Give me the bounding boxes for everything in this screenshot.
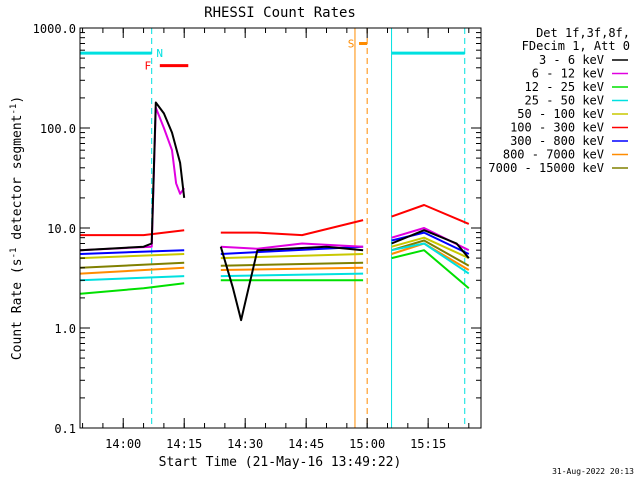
x-axis-label: Start Time (21-May-16 13:49:22) xyxy=(159,455,402,470)
chart-title: RHESSI Count Rates xyxy=(204,5,356,21)
legend-label: 300 - 800 keV xyxy=(510,134,604,148)
series-line xyxy=(391,236,470,260)
series-line xyxy=(391,204,470,225)
x-tick-label: 15:00 xyxy=(349,437,385,451)
flag-label: S xyxy=(348,37,355,50)
legend-label: 7000 - 15000 keV xyxy=(488,161,604,175)
series-line xyxy=(391,242,470,275)
y-axis: 0.1 1.0 10.0 100.0 1000.0 xyxy=(33,22,481,436)
marker-flags: NF S xyxy=(144,37,354,72)
series-line xyxy=(219,245,364,322)
series-line xyxy=(80,249,185,255)
series-line xyxy=(80,275,185,282)
y-tick-label: 1.0 xyxy=(54,322,76,336)
y-label-main: Count Rate (s xyxy=(10,258,25,360)
series-group xyxy=(80,101,470,322)
series-line xyxy=(80,261,185,269)
legend: Det 1f,3f,8f, FDecim 1, Att 0 3 - 6 keV6… xyxy=(488,26,630,175)
y-tick-label: 10.0 xyxy=(47,222,76,236)
series-line xyxy=(80,229,185,237)
x-tick-label: 14:00 xyxy=(105,437,141,451)
marker-bars xyxy=(80,41,465,68)
series-line xyxy=(391,231,470,255)
series-line xyxy=(220,219,364,237)
series-line xyxy=(220,272,364,278)
x-tick-label: 14:45 xyxy=(288,437,324,451)
y-label-end: ) xyxy=(10,96,25,104)
legend-label: 25 - 50 keV xyxy=(525,94,604,108)
footer-date: 31-Aug-2022 20:13 xyxy=(552,467,634,476)
x-tick-label: 14:15 xyxy=(166,437,202,451)
y-tick-label: 100.0 xyxy=(40,122,76,136)
x-tick-label: 14:30 xyxy=(227,437,263,451)
series-line xyxy=(220,242,364,250)
y-label-sup-1: -1 xyxy=(9,248,19,259)
series-line xyxy=(80,266,185,275)
legend-label: 800 - 7000 keV xyxy=(503,148,604,162)
flag-label: F xyxy=(144,60,151,73)
series-line xyxy=(220,266,364,271)
y-tick-label: 1000.0 xyxy=(33,22,76,36)
series-line xyxy=(391,229,470,259)
legend-label: 3 - 6 keV xyxy=(539,53,604,67)
series-line xyxy=(391,249,470,289)
x-tick-label: 15:15 xyxy=(410,437,446,451)
series-line xyxy=(220,261,364,267)
series-line xyxy=(80,253,185,260)
series-line xyxy=(80,282,185,295)
legend-label: 50 - 100 keV xyxy=(517,107,604,121)
x-axis: 14:00 14:15 14:30 14:45 15:00 15:15 xyxy=(82,28,470,451)
marker-lines xyxy=(79,28,466,428)
legend-header-line-2: FDecim 1, Att 0 xyxy=(522,39,630,53)
y-tick-label: 0.1 xyxy=(54,422,76,436)
series-line xyxy=(220,253,364,260)
flag-label: N xyxy=(156,47,163,60)
series-line xyxy=(80,106,186,252)
legend-header-line-1: Det 1f,3f,8f, xyxy=(536,26,630,40)
y-label-mid: detector segment xyxy=(10,115,25,248)
legend-label: 12 - 25 keV xyxy=(525,80,604,94)
y-label-sup-2: -1 xyxy=(9,104,19,115)
legend-label: 6 - 12 keV xyxy=(532,67,604,81)
legend-label: 100 - 300 keV xyxy=(510,121,604,135)
series-line xyxy=(80,101,186,252)
y-axis-label: Count Rate (s-1 detector segment-1) xyxy=(9,96,25,360)
